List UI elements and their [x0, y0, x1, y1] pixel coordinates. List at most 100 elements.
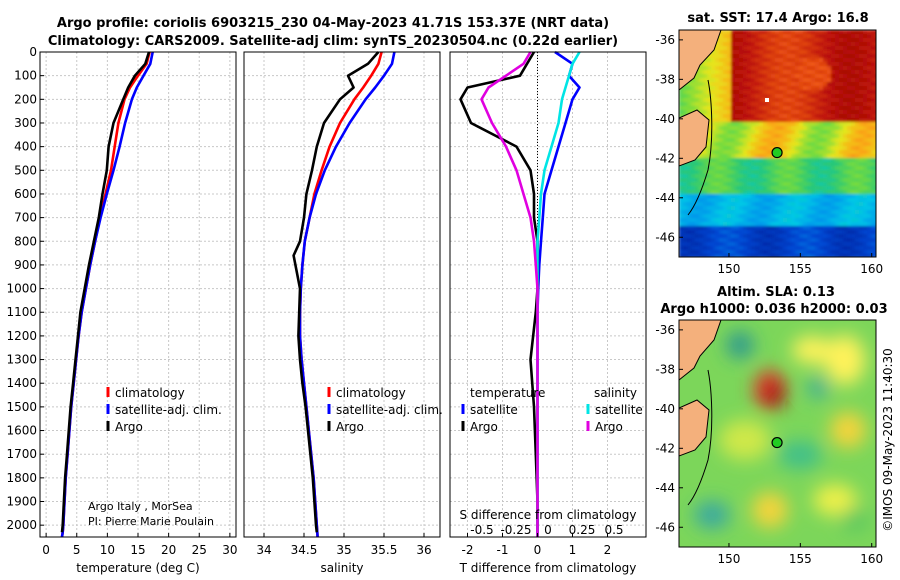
sst-cell: [863, 54, 867, 58]
sst-cell: [855, 250, 859, 254]
sst-cell: [847, 122, 851, 126]
sst-cell: [795, 130, 799, 134]
sst-cell: [823, 50, 827, 54]
sst-cell: [743, 94, 747, 98]
sst-cell: [715, 142, 719, 146]
sst-cell: [847, 146, 851, 150]
sst-cell: [863, 82, 867, 86]
sst-cell: [719, 154, 723, 158]
sst-cell: [779, 138, 783, 142]
sst-cell: [687, 234, 691, 238]
sst-cell: [819, 38, 823, 42]
sst-cell: [747, 226, 751, 230]
sst-cell: [871, 166, 875, 170]
sst-cell: [863, 138, 867, 142]
sst-cell: [799, 94, 803, 98]
sst-cell: [743, 82, 747, 86]
sst-cell: [851, 158, 855, 162]
sst-cell: [691, 190, 695, 194]
sst-cell: [815, 130, 819, 134]
sst-cell: [787, 74, 791, 78]
sst-cell: [839, 182, 843, 186]
sst-cell: [719, 166, 723, 170]
sst-cell: [831, 126, 835, 130]
sst-cell: [783, 58, 787, 62]
sst-cell: [815, 150, 819, 154]
sst-cell: [835, 230, 839, 234]
sst-cell: [787, 222, 791, 226]
y-tick-label: 1600: [6, 424, 37, 438]
sst-cell: [735, 46, 739, 50]
sst-cell: [871, 98, 875, 102]
sst-cell: [831, 182, 835, 186]
sst-cell: [727, 162, 731, 166]
sst-cell: [819, 186, 823, 190]
sst-cell: [815, 142, 819, 146]
sst-cell: [711, 166, 715, 170]
sst-cell: [859, 218, 863, 222]
credit-line-1: Argo Italy , MorSea: [88, 500, 193, 513]
sst-cell: [703, 150, 707, 154]
sst-cell: [779, 202, 783, 206]
imos-credit: ©IMOS 09-May-2023 11:40:30: [881, 348, 895, 532]
sst-cell: [739, 222, 743, 226]
sst-cell: [751, 186, 755, 190]
sst-cell: [831, 150, 835, 154]
sst-cell: [755, 254, 759, 257]
sst-cell: [767, 134, 771, 138]
sst-cell: [723, 58, 727, 62]
sst-cell: [835, 30, 839, 34]
sst-cell: [791, 138, 795, 142]
sst-cell: [771, 38, 775, 42]
sst-cell: [751, 98, 755, 102]
sst-cell: [783, 86, 787, 90]
sst-cell: [711, 94, 715, 98]
sst-cell: [831, 222, 835, 226]
sst-cell: [735, 134, 739, 138]
sst-cell: [847, 234, 851, 238]
sst-cell: [767, 30, 771, 34]
sst-cell: [703, 94, 707, 98]
map-x-tick-label: 150: [718, 262, 741, 276]
sst-cell: [807, 46, 811, 50]
sst-cell: [711, 58, 715, 62]
sst-cell: [735, 174, 739, 178]
sst-cell: [783, 110, 787, 114]
sst-cell: [807, 178, 811, 182]
sst-cell: [831, 186, 835, 190]
sst-cell: [727, 126, 731, 130]
sst-cell: [847, 70, 851, 74]
sst-cell: [735, 78, 739, 82]
sst-cell: [735, 62, 739, 66]
sst-cell: [795, 98, 799, 102]
sst-cell: [871, 238, 875, 242]
sst-cell: [851, 150, 855, 154]
sst-cell: [851, 182, 855, 186]
sst-cell: [771, 230, 775, 234]
sst-cell: [719, 74, 723, 78]
sst-cell: [811, 170, 815, 174]
sst-cell: [867, 54, 871, 58]
sst-cell: [827, 174, 831, 178]
sst-cell: [839, 102, 843, 106]
sst-cell: [819, 130, 823, 134]
sst-cell: [847, 142, 851, 146]
series-line-argo: [292, 51, 380, 533]
sst-cell: [735, 130, 739, 134]
sst-cell: [867, 86, 871, 90]
sst-cell: [855, 126, 859, 130]
sst-cell: [779, 242, 783, 246]
sst-cell: [815, 206, 819, 210]
sst-cell: [723, 74, 727, 78]
sst-cell: [823, 158, 827, 162]
sst-cell: [823, 62, 827, 66]
sst-cell: [779, 94, 783, 98]
sst-cell: [819, 194, 823, 198]
sst-cell: [715, 222, 719, 226]
sst-cell: [703, 110, 707, 114]
sst-cell: [863, 110, 867, 114]
sst-cell: [831, 170, 835, 174]
sst-cell: [747, 106, 751, 110]
sst-cell: [787, 142, 791, 146]
sst-cell: [743, 58, 747, 62]
